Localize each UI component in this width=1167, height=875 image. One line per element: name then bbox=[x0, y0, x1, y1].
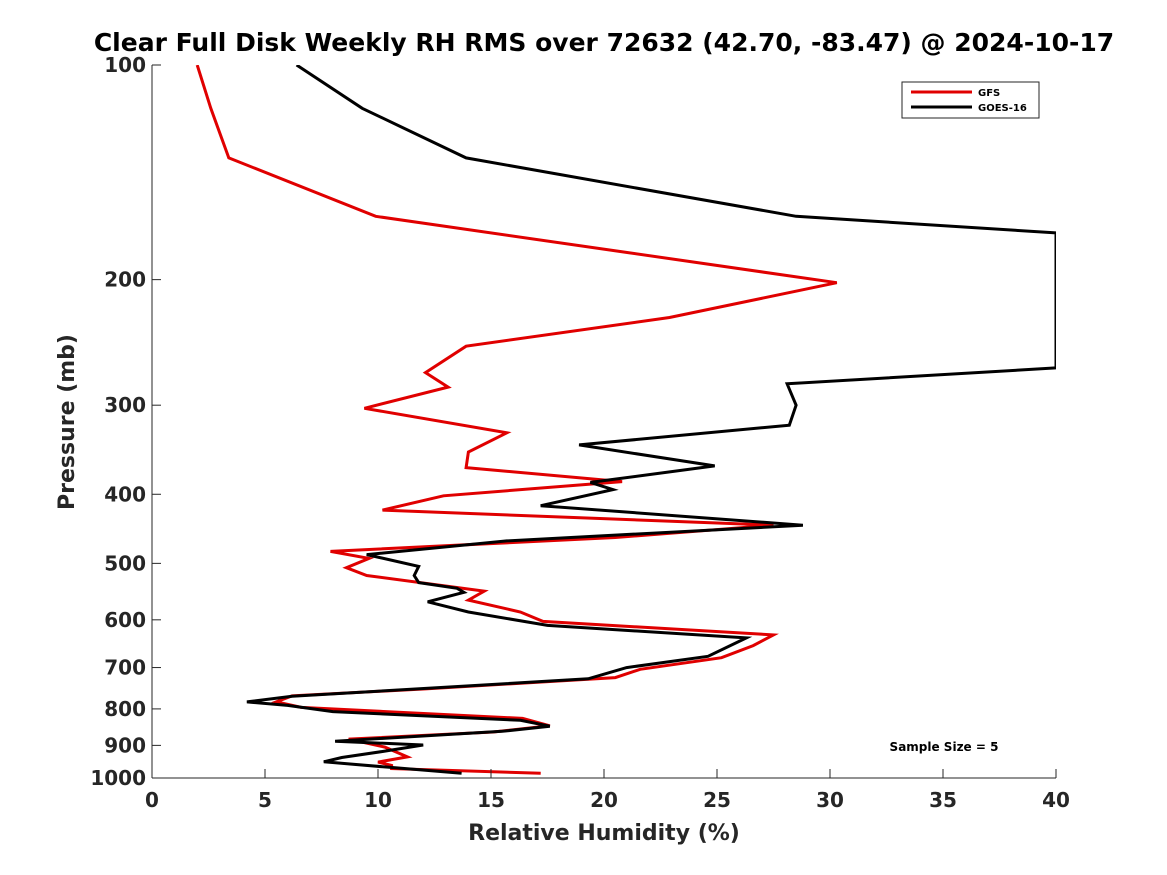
x-tick-label: 20 bbox=[590, 788, 618, 812]
sample-size-annotation: Sample Size = 5 bbox=[890, 740, 999, 754]
x-axis-label: Relative Humidity (%) bbox=[468, 821, 740, 846]
x-tick-label: 30 bbox=[816, 788, 844, 812]
y-tick-label: 700 bbox=[104, 656, 146, 680]
x-tick-label: 10 bbox=[364, 788, 392, 812]
y-tick-label: 800 bbox=[104, 697, 146, 721]
y-tick-label: 900 bbox=[104, 733, 146, 757]
y-tick-label: 500 bbox=[104, 551, 146, 575]
series-layer bbox=[195, 65, 1056, 775]
x-tick-label: 5 bbox=[258, 788, 272, 812]
y-tick-label: 400 bbox=[104, 482, 146, 506]
x-tick-label: 25 bbox=[703, 788, 731, 812]
y-tick-label: 300 bbox=[104, 393, 146, 417]
series-line-goes-16 bbox=[246, 65, 1056, 775]
legend: GFS GOES-16 bbox=[901, 81, 1040, 119]
x-tick-label: 15 bbox=[477, 788, 505, 812]
legend-box bbox=[901, 81, 1040, 119]
y-tick-label: 100 bbox=[104, 53, 146, 77]
chart-title: Clear Full Disk Weekly RH RMS over 72632… bbox=[94, 28, 1114, 57]
plot-area bbox=[152, 65, 1056, 778]
ticks-layer: 0 5 10 15 20 25 30 35 40 100 200 300 400 500 600 700 800… bbox=[90, 53, 1070, 812]
y-tick-label: 600 bbox=[104, 608, 146, 632]
y-tick-label: 1000 bbox=[90, 766, 146, 790]
x-tick-label: 40 bbox=[1042, 788, 1070, 812]
x-tick-label: 35 bbox=[929, 788, 957, 812]
legend-label-gfs: GFS bbox=[978, 88, 1000, 99]
legend-label-goes-16: GOES-16 bbox=[978, 103, 1027, 114]
y-axis-label: Pressure (mb) bbox=[55, 334, 80, 510]
x-tick-label: 0 bbox=[145, 788, 159, 812]
y-tick-label: 200 bbox=[104, 268, 146, 292]
